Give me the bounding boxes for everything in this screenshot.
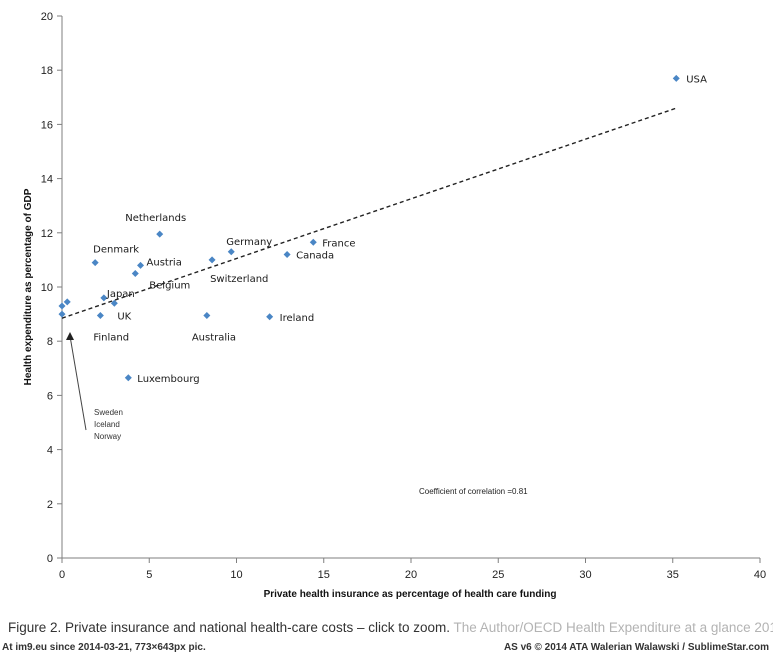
data-point-marker (100, 294, 108, 302)
figure-caption: Figure 2. Private insurance and national… (8, 620, 773, 635)
note-iceland: Iceland (94, 420, 120, 429)
y-tick-label: 18 (41, 65, 53, 77)
data-point-label: Canada (296, 250, 334, 261)
y-tick-label: 20 (41, 11, 53, 23)
footer-left-text[interactable]: At im9.eu since 2014-03-21, 773×643px pi… (2, 642, 206, 653)
x-tick-label: 25 (492, 569, 504, 581)
y-tick-label: 2 (47, 499, 53, 511)
data-point-label: Australia (192, 332, 236, 343)
data-point-label: Netherlands (125, 213, 186, 224)
arrow-head-icon (66, 332, 74, 340)
y-axis-title: Health expenditure as percentage of GDP (23, 188, 34, 385)
data-point-marker (131, 269, 139, 277)
caption-credit[interactable]: The Author/OECD Health Expenditure at a … (453, 620, 773, 635)
data-point-label: Austria (147, 257, 182, 268)
caption-text: Figure 2. Private insurance and national… (8, 620, 450, 635)
data-point-marker (124, 374, 132, 382)
data-point-marker (227, 248, 235, 256)
data-point-marker (266, 313, 274, 321)
data-points (58, 74, 680, 382)
data-point-marker (156, 230, 164, 238)
data-point-label: Switzerland (210, 274, 268, 285)
data-point-marker (63, 298, 71, 306)
tick-labels: 0 2 4 6 8 10 12 14 16 18 20 0 5 10 15 20 25 30 35 40 (41, 11, 766, 581)
data-point-marker (110, 299, 118, 307)
data-point-marker (58, 302, 66, 310)
data-point-marker (208, 256, 216, 264)
note-sweden: Sweden (94, 408, 123, 417)
y-tick-label: 14 (41, 174, 53, 186)
data-point-label: Luxembourg (137, 374, 199, 385)
y-tick-label: 6 (47, 390, 53, 402)
y-tick-label: 10 (41, 282, 53, 294)
y-tick-label: 0 (47, 553, 53, 565)
data-point-label: Finland (93, 332, 129, 343)
data-point-label: USA (686, 74, 707, 85)
point-labels: USA Netherlands France Germany Canada Switzer… (93, 74, 707, 384)
y-tick-label: 4 (47, 445, 53, 457)
x-tick-label: 20 (405, 569, 417, 581)
x-axis-title: Private health insurance as percentage o… (264, 589, 557, 600)
x-tick-label: 35 (667, 569, 679, 581)
footer-bar: At im9.eu since 2014-03-21, 773×643px pi… (0, 641, 773, 655)
trendline (61, 107, 677, 319)
data-point-marker (91, 259, 99, 267)
scatter-chart: 0 2 4 6 8 10 12 14 16 18 20 0 5 10 15 20 25 30 35 40 USA Net… (23, 11, 766, 600)
data-point-label: Germany (226, 237, 272, 248)
y-tick-label: 12 (41, 228, 53, 240)
y-tick-label: 8 (47, 336, 53, 348)
x-tick-label: 15 (318, 569, 330, 581)
data-point-label: Belgium (149, 280, 190, 291)
x-tick-label: 0 (59, 569, 65, 581)
data-point-marker (309, 238, 317, 246)
nordic-annotation: Sweden Iceland Norway (66, 332, 123, 441)
x-tick-label: 40 (754, 569, 766, 581)
y-tick-label: 16 (41, 119, 53, 131)
correlation-note: Coefficient of correlation =0.81 (419, 487, 528, 496)
data-point-marker (96, 311, 104, 319)
data-point-marker (283, 250, 291, 258)
data-point-marker (58, 310, 66, 318)
annotation-arrow-line (69, 335, 87, 431)
data-point-label: France (322, 238, 355, 249)
trendline-layer (61, 107, 677, 319)
data-point-label: Ireland (280, 313, 315, 324)
note-norway: Norway (94, 432, 121, 441)
data-point-label: UK (117, 311, 131, 322)
x-tick-label: 10 (230, 569, 242, 581)
x-tick-label: 5 (146, 569, 152, 581)
data-point-label: Denmark (93, 245, 139, 256)
data-point-label: Japan (106, 289, 135, 300)
data-point-marker (137, 261, 145, 269)
axes (57, 15, 761, 563)
data-point-marker (203, 311, 211, 319)
footer-right-text[interactable]: AS v6 © 2014 ATA Walerian Walawski / Sub… (503, 642, 769, 653)
data-point-marker (672, 74, 680, 82)
x-tick-label: 30 (579, 569, 591, 581)
